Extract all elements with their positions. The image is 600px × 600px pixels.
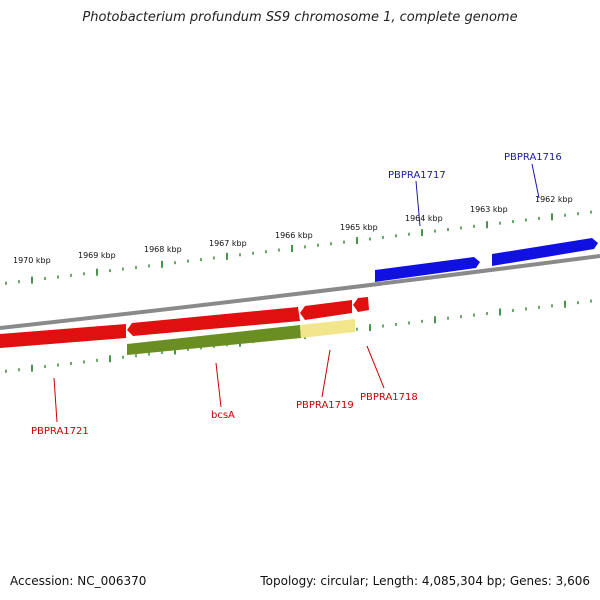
feature-bar-pbpra1719[interactable]	[300, 319, 355, 338]
gene-arrow-pbpra1719[interactable]	[300, 300, 352, 320]
scale-label-1965kbp: 1965 kbp	[340, 223, 378, 232]
leader-line-pbpra1719	[321, 349, 331, 398]
gene-label-pbpra1719[interactable]: PBPRA1719	[296, 400, 354, 411]
chromosome-backbone	[0, 254, 600, 330]
leader-line-bcsa	[215, 362, 222, 408]
scale-label-1962kbp: 1962 kbp	[535, 195, 573, 204]
outer-scale-ticks	[5, 210, 592, 285]
scale-label-1963kbp: 1963 kbp	[470, 205, 508, 214]
map-title: Photobacterium profundum SS9 chromosome …	[82, 10, 518, 25]
gene-label-pbpra1721[interactable]: PBPRA1721	[31, 426, 89, 437]
scale-label-1970kbp: 1970 kbp	[13, 256, 51, 265]
scale-label-1967kbp: 1967 kbp	[209, 239, 247, 248]
gene-label-pbpra1718[interactable]: PBPRA1718	[360, 392, 418, 403]
gene-arrow-pbpra1717[interactable]	[375, 257, 480, 282]
gene-arrow-pbpra1716[interactable]	[492, 238, 598, 266]
scale-label-1968kbp: 1968 kbp	[144, 245, 182, 254]
leader-line-pbpra1716	[531, 163, 540, 199]
gene-label-pbpra1717[interactable]: PBPRA1717	[388, 170, 446, 181]
scale-label-1964kbp: 1964 kbp	[405, 214, 443, 223]
gene-label-pbpra1716[interactable]: PBPRA1716	[504, 152, 562, 163]
feature-bar-bcsa[interactable]	[127, 325, 301, 355]
leader-line-pbpra1717	[415, 180, 421, 227]
gene-arrow-pbpra1721[interactable]	[0, 324, 126, 348]
topology-summary: Topology: circular; Length: 4,085,304 bp…	[260, 574, 590, 588]
gene-label-bcsa[interactable]: bcsA	[211, 410, 235, 421]
gene-arrow-pbpra1718[interactable]	[353, 297, 369, 312]
scale-label-1969kbp: 1969 kbp	[78, 251, 116, 260]
gene-arrow-bcsa[interactable]	[127, 307, 300, 336]
leader-line-pbpra1718	[366, 345, 385, 389]
leader-line-pbpra1721	[53, 377, 58, 423]
scale-label-1966kbp: 1966 kbp	[275, 231, 313, 240]
accession-text: Accession: NC_006370	[10, 574, 147, 588]
